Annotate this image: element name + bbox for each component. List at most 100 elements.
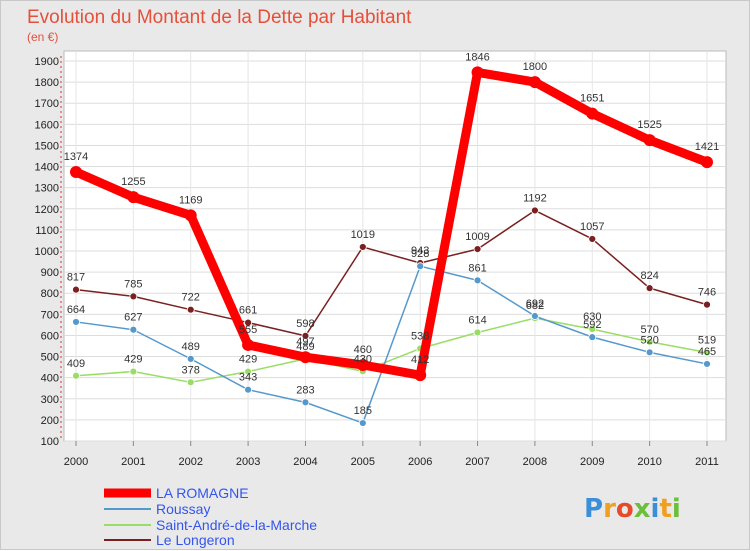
data-point	[414, 369, 427, 382]
data-point	[244, 385, 252, 394]
series-line-3	[75, 209, 708, 337]
chart-title: Evolution du Montant de la Dette par Hab…	[27, 7, 412, 28]
legend: LA ROMAGNERoussaySaint-André-de-la-March…	[104, 485, 317, 548]
y-tick-label: 1400	[35, 162, 59, 174]
data-point	[244, 367, 252, 376]
data-point	[129, 292, 138, 301]
data-point	[416, 262, 425, 271]
data-label: 1800	[523, 61, 547, 73]
x-tick-label: 2004	[293, 456, 317, 468]
y-tick-label: 1200	[35, 204, 59, 216]
data-point	[473, 245, 482, 254]
data-point	[703, 300, 711, 309]
x-tick-label: 2006	[408, 456, 432, 468]
data-label: 497	[296, 336, 314, 348]
y-tick-label: 1700	[35, 98, 59, 110]
x-tick-label: 2001	[121, 456, 145, 468]
y-tick-label: 300	[41, 394, 59, 406]
data-point	[588, 325, 597, 334]
data-point	[701, 156, 713, 169]
data-label: 1651	[580, 93, 604, 105]
data-point	[186, 378, 195, 387]
data-label: 412	[411, 354, 429, 366]
y-tick-label: 500	[41, 352, 59, 364]
data-label: 1019	[351, 229, 375, 241]
data-point	[358, 419, 367, 427]
y-tick-label: 400	[41, 373, 59, 385]
series-line-1	[75, 265, 708, 424]
y-tick-label: 900	[41, 267, 59, 279]
series-group	[70, 66, 713, 427]
data-label: 1057	[580, 221, 604, 233]
data-label: 627	[124, 312, 142, 324]
data-label: 661	[239, 305, 257, 317]
data-label: 746	[698, 287, 716, 299]
legend-label: Saint-André-de-la-Marche	[156, 517, 317, 533]
data-label: 630	[583, 311, 601, 323]
data-point	[471, 66, 484, 79]
x-tick-label: 2003	[236, 456, 260, 468]
y-tick-label: 100	[41, 436, 59, 448]
data-label: 570	[640, 324, 658, 336]
data-label: 283	[296, 384, 314, 396]
data-point	[645, 348, 654, 357]
y-tick-label: 700	[41, 309, 59, 321]
data-point	[356, 359, 369, 371]
data-label: 409	[67, 358, 85, 370]
data-point	[299, 351, 312, 364]
y-tick-label: 800	[41, 288, 59, 300]
series-line-2	[75, 317, 708, 384]
data-point	[72, 318, 80, 326]
plot-area	[63, 50, 727, 442]
y-tick-label: 600	[41, 330, 59, 342]
series-line-0	[71, 67, 712, 380]
data-label: 614	[468, 314, 486, 326]
data-label: 185	[354, 405, 372, 417]
data-label: 785	[124, 278, 142, 290]
legend-label: Roussay	[156, 501, 210, 517]
x-tick-label: 2011	[695, 456, 719, 468]
data-label: 861	[468, 262, 486, 274]
data-point	[703, 348, 711, 357]
y-tick-label: 1300	[35, 183, 59, 195]
x-tick-label: 2010	[637, 456, 661, 468]
data-point	[358, 243, 367, 251]
data-label: 598	[296, 318, 314, 330]
data-label: 722	[182, 292, 200, 304]
data-label: 1009	[465, 231, 489, 243]
data-point	[643, 134, 656, 147]
data-label: 682	[526, 300, 544, 312]
data-label: 1169	[179, 194, 203, 206]
data-label: 1525	[637, 119, 661, 131]
data-point	[186, 354, 195, 363]
data-point	[473, 328, 482, 337]
svg-text:Proxiti: Proxiti	[584, 494, 681, 524]
y-tick-label: 1800	[35, 77, 59, 89]
y-tick-label: 1500	[35, 140, 59, 152]
x-tick-label: 2000	[64, 456, 88, 468]
data-point	[127, 191, 140, 204]
legend-label: Le Longeron	[156, 532, 235, 548]
data-point	[301, 331, 310, 340]
data-point	[184, 209, 197, 222]
proxiti-logo: Proxiti	[584, 494, 681, 524]
data-label: 489	[182, 341, 200, 353]
data-point	[473, 276, 482, 285]
data-point	[528, 76, 541, 89]
data-label: 1255	[121, 176, 145, 188]
legend-label: LA ROMAGNE	[156, 485, 249, 501]
data-label: 1846	[465, 51, 489, 63]
y-tick-label: 1900	[35, 56, 59, 68]
x-tick-label: 2007	[465, 456, 489, 468]
data-point	[186, 305, 195, 314]
data-point	[72, 371, 80, 380]
data-point	[72, 285, 80, 294]
data-label: 489	[296, 341, 314, 353]
data-point	[588, 235, 597, 243]
x-tick-label: 2009	[580, 456, 604, 468]
y-tick-label: 200	[41, 415, 59, 427]
data-label: 378	[182, 364, 200, 376]
data-label: 692	[526, 298, 544, 310]
